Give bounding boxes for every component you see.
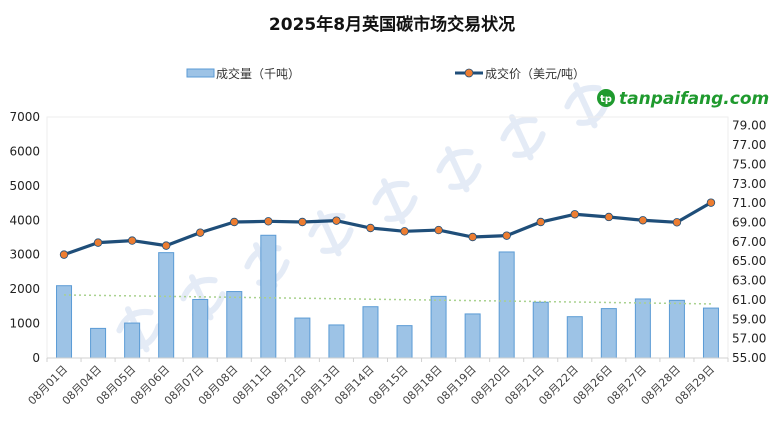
volume-bar	[56, 285, 73, 359]
price-point	[196, 228, 205, 237]
right-tick-label: 77.00	[732, 138, 766, 152]
price-point	[230, 217, 239, 227]
price-point	[638, 216, 648, 225]
volume-bar	[158, 252, 175, 359]
price-point	[502, 231, 511, 240]
price-point	[332, 216, 341, 225]
legend-line-marker	[464, 68, 474, 78]
left-tick-label: 7000	[9, 110, 40, 124]
price-line	[63, 201, 712, 257]
right-tick-label: 71.00	[732, 196, 766, 210]
price-point	[434, 225, 443, 235]
volume-bar	[702, 307, 719, 359]
legend-bar-label: 成交量（千吨）	[216, 66, 300, 81]
volume-bar	[294, 317, 311, 359]
volume-bar	[634, 298, 651, 359]
price-point	[468, 232, 477, 242]
price-point	[127, 236, 137, 245]
right-tick-label: 57.00	[732, 332, 766, 346]
volume-bar	[226, 291, 243, 359]
volume-bar	[90, 327, 107, 359]
left-tick-label: 5000	[9, 179, 40, 193]
volume-bar	[430, 295, 447, 359]
volume-bar	[464, 313, 481, 359]
svg-text:tanpaifang.com: tanpaifang.com	[619, 89, 769, 109]
price-point	[672, 218, 682, 227]
left-tick-label: 4000	[9, 213, 40, 227]
volume-bar	[498, 251, 515, 359]
price-point	[706, 198, 716, 207]
left-tick-label: 2000	[9, 282, 40, 296]
legend-line-label: 成交价（美元/吨）	[485, 66, 585, 81]
price-point	[161, 241, 171, 250]
plot-area	[46, 116, 729, 359]
volume-bar	[396, 325, 413, 359]
right-tick-label: 67.00	[732, 235, 766, 249]
right-tick-label: 69.00	[732, 215, 766, 229]
svg-text:tp: tp	[600, 94, 612, 105]
price-point	[536, 217, 545, 227]
volume-bar	[668, 299, 685, 359]
right-tick-label: 73.00	[732, 177, 766, 191]
price-point	[400, 227, 409, 236]
right-tick-label: 55.00	[732, 351, 766, 365]
price-point	[298, 217, 307, 227]
price-point	[366, 223, 375, 233]
right-tick-label: 59.00	[732, 312, 766, 326]
right-tick-label: 75.00	[732, 157, 766, 171]
left-tick-label: 6000	[9, 144, 40, 158]
right-tick-label: 63.00	[732, 274, 766, 288]
volume-bar	[600, 308, 617, 359]
legend-bar-swatch	[186, 68, 215, 78]
price-point	[93, 238, 103, 247]
left-tick-label: 1000	[9, 317, 40, 331]
volume-bar	[566, 316, 583, 359]
volume-bar	[192, 298, 209, 359]
logo: tp tanpaifang.com	[597, 89, 769, 109]
volume-bar	[260, 234, 277, 359]
volume-bar	[532, 301, 549, 359]
chart-title: 2025年8月英国碳市场交易状况	[269, 14, 515, 35]
price-point	[604, 212, 614, 222]
right-tick-label: 61.00	[732, 293, 766, 307]
volume-bar	[328, 324, 345, 359]
left-tick-label: 3000	[9, 248, 40, 262]
price-point	[59, 250, 69, 259]
price-point	[264, 217, 273, 226]
right-tick-label: 65.00	[732, 254, 766, 268]
left-tick-label: 0	[32, 351, 40, 365]
volume-bar	[124, 322, 141, 359]
legend: 成交量（千吨） 成交价（美元/吨）	[186, 66, 585, 81]
price-point	[570, 210, 579, 219]
volume-bar	[362, 306, 379, 359]
right-tick-label: 79.00	[732, 119, 766, 133]
